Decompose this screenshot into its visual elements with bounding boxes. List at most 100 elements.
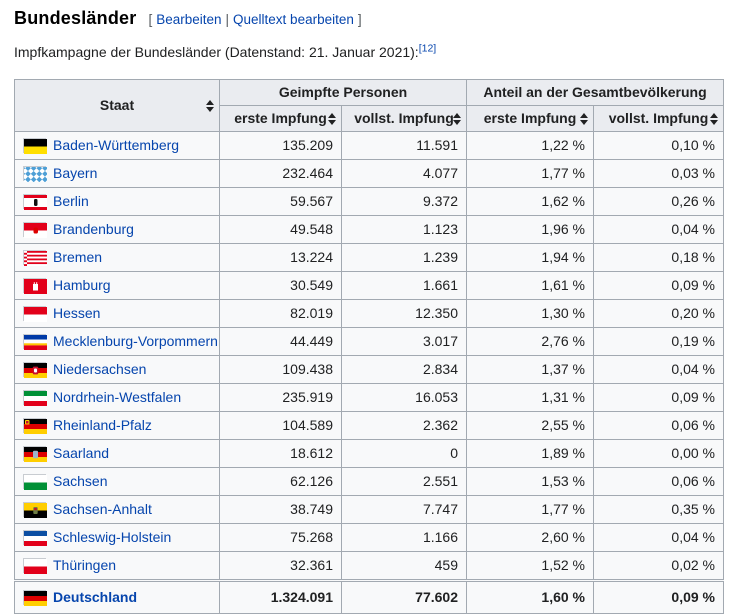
state-link[interactable]: Hessen (53, 305, 101, 321)
erste-impfung-percent: 1,37 % (466, 355, 594, 384)
ni-flag-icon (23, 362, 47, 378)
state-link[interactable]: Saarland (53, 445, 110, 461)
vollst-impfung-value: 2.362 (341, 411, 467, 440)
table-row: Bayern 232.464 4.077 1,77 % 0,03 % (14, 159, 725, 188)
vollst-impfung-value: 2.834 (341, 355, 467, 384)
section-heading: Bundesländer [Bearbeiten | Quelltext bearb… (14, 8, 721, 29)
vollst-impfung-value: 1.123 (341, 215, 467, 244)
bw-flag-icon (23, 138, 47, 154)
erste-impfung-value: 75.268 (219, 523, 342, 552)
table-row: Sachsen 62.126 2.551 1,53 % 0,06 % (14, 467, 725, 496)
state-link[interactable]: Brandenburg (53, 221, 134, 237)
intro-text: Impfkampagne der Bundesländer (Datenstan… (14, 44, 419, 60)
rp-flag-icon (23, 418, 47, 434)
erste-impfung-percent: 1,53 % (466, 467, 594, 496)
erste-impfung-percent: 1,94 % (466, 243, 594, 272)
edit-link[interactable]: Bearbeiten (156, 12, 222, 27)
vollst-impfung-value: 0 (341, 439, 467, 468)
vollst-impfung-percent: 0,35 % (592, 495, 725, 524)
vollst-impfung-value: 11.591 (341, 131, 467, 160)
column-header-erste-impfung-abs[interactable]: erste Impfung (219, 105, 342, 132)
column-header-staat[interactable]: Staat (14, 79, 220, 132)
state-link[interactable]: Nordrhein-Westfalen (53, 389, 182, 405)
erste-impfung-percent: 1,89 % (466, 439, 594, 468)
table-row: Mecklenburg-Vorpommern 44.449 3.017 2,76… (14, 327, 725, 356)
table-row: Nordrhein-Westfalen 235.919 16.053 1,31 … (14, 383, 725, 412)
edit-bracket-open: [ (148, 12, 153, 27)
vollst-impfung-percent: 0,04 % (592, 355, 725, 384)
vollst-impfung-percent: 0,09 % (592, 271, 725, 300)
state-link[interactable]: Rheinland-Pfalz (53, 417, 152, 433)
header-row-sub: erste Impfung vollst. Impfung erste Impf… (15, 105, 725, 132)
column-header-vollst-impfung-pct[interactable]: vollst. Impfung (592, 105, 725, 132)
vollst-impfung-value: 7.747 (341, 495, 467, 524)
column-group-geimpfte-personen: Geimpfte Personen (219, 79, 467, 106)
intro-line: Impfkampagne der Bundesländer (Datenstan… (14, 43, 721, 62)
footnote-sup: [12] (419, 42, 437, 54)
vollst-impfung-percent: 0,06 % (592, 467, 725, 496)
state-link[interactable]: Baden-Württemberg (53, 137, 180, 153)
table-row: Rheinland-Pfalz 104.589 2.362 2,55 % 0,0… (14, 411, 725, 440)
table-row: Bremen 13.224 1.239 1,94 % 0,18 % (14, 243, 725, 272)
state-link[interactable]: Sachsen-Anhalt (53, 501, 152, 517)
vaccination-table: Staat Geimpfte Personen Anteil an der Ge… (14, 79, 725, 614)
column-header-label: erste Impfung (483, 110, 577, 126)
vollst-impfung-percent: 0,04 % (592, 215, 725, 244)
erste-impfung-percent: 1,77 % (466, 159, 594, 188)
edit-bracket-close: ] (357, 12, 362, 27)
vollst-impfung-value: 459 (341, 551, 467, 581)
vollst-impfung-percent: 0,02 % (592, 551, 725, 581)
erste-impfung-value: 62.126 (219, 467, 342, 496)
column-group-anteil-gesamtbevoelkerung: Anteil an der Gesamtbevölkerung (465, 79, 725, 106)
erste-impfung-value: 38.749 (219, 495, 342, 524)
erste-impfung-percent: 1,52 % (466, 551, 594, 581)
hh-flag-icon (23, 278, 47, 294)
total-row: Deutschland 1.324.091 77.602 1,60 % 0,09… (14, 579, 725, 614)
column-header-erste-impfung-pct[interactable]: erste Impfung (466, 105, 594, 132)
vollst-impfung-percent: 0,10 % (592, 131, 725, 160)
state-link[interactable]: Bremen (53, 249, 103, 265)
erste-impfung-percent: 1,22 % (466, 131, 594, 160)
edit-source-link[interactable]: Quelltext bearbeiten (233, 12, 354, 27)
page-title: Bundesländer (14, 8, 137, 28)
table-row: Hessen 82.019 12.350 1,30 % 0,20 % (14, 299, 725, 328)
state-link[interactable]: Deutschland (53, 589, 138, 605)
column-header-staat-label: Staat (99, 97, 135, 113)
state-link[interactable]: Mecklenburg-Vorpommern (53, 333, 218, 349)
vollst-impfung-percent: 0,19 % (592, 327, 725, 356)
state-link[interactable]: Berlin (53, 193, 89, 209)
header-row-groups: Staat Geimpfte Personen Anteil an der Ge… (14, 79, 725, 132)
state-link[interactable]: Sachsen (53, 473, 108, 489)
vollst-impfung-percent: 0,00 % (592, 439, 725, 468)
sn-flag-icon (23, 474, 47, 490)
erste-impfung-value: 18.612 (219, 439, 342, 468)
hb-flag-icon (23, 250, 47, 266)
state-link[interactable]: Bayern (53, 165, 98, 181)
de-flag-icon (23, 590, 47, 606)
st-flag-icon (23, 502, 47, 518)
state-link[interactable]: Thüringen (53, 557, 117, 573)
erste-impfung-value: 30.549 (219, 271, 342, 300)
erste-impfung-percent: 1,30 % (466, 299, 594, 328)
state-link[interactable]: Niedersachsen (53, 361, 147, 377)
erste-impfung-percent: 2,76 % (466, 327, 594, 356)
state-link[interactable]: Schleswig-Holstein (53, 529, 172, 545)
table-row: Schleswig-Holstein 75.268 1.166 2,60 % 0… (14, 523, 725, 552)
column-header-vollst-impfung-abs[interactable]: vollst. Impfung (341, 105, 467, 132)
state-link[interactable]: Hamburg (53, 277, 111, 293)
erste-impfung-value: 13.224 (219, 243, 342, 272)
footnote-link[interactable]: [12] (418, 42, 437, 55)
erste-impfung-value: 49.548 (219, 215, 342, 244)
table-row: Niedersachsen 109.438 2.834 1,37 % 0,04 … (14, 355, 725, 384)
erste-impfung-value: 104.589 (219, 411, 342, 440)
vollst-impfung-percent: 0,26 % (592, 187, 725, 216)
sort-icon (580, 112, 588, 125)
vollst-impfung-value: 1.166 (341, 523, 467, 552)
table-row: Brandenburg 49.548 1.123 1,96 % 0,04 % (14, 215, 725, 244)
be-flag-icon (23, 194, 47, 210)
column-header-label: vollst. Impfung (608, 110, 709, 126)
sh-flag-icon (23, 530, 47, 546)
sort-icon (328, 112, 336, 125)
column-header-label: vollst. Impfung (354, 110, 454, 126)
table-row: Thüringen 32.361 459 1,52 % 0,02 % (14, 551, 725, 581)
